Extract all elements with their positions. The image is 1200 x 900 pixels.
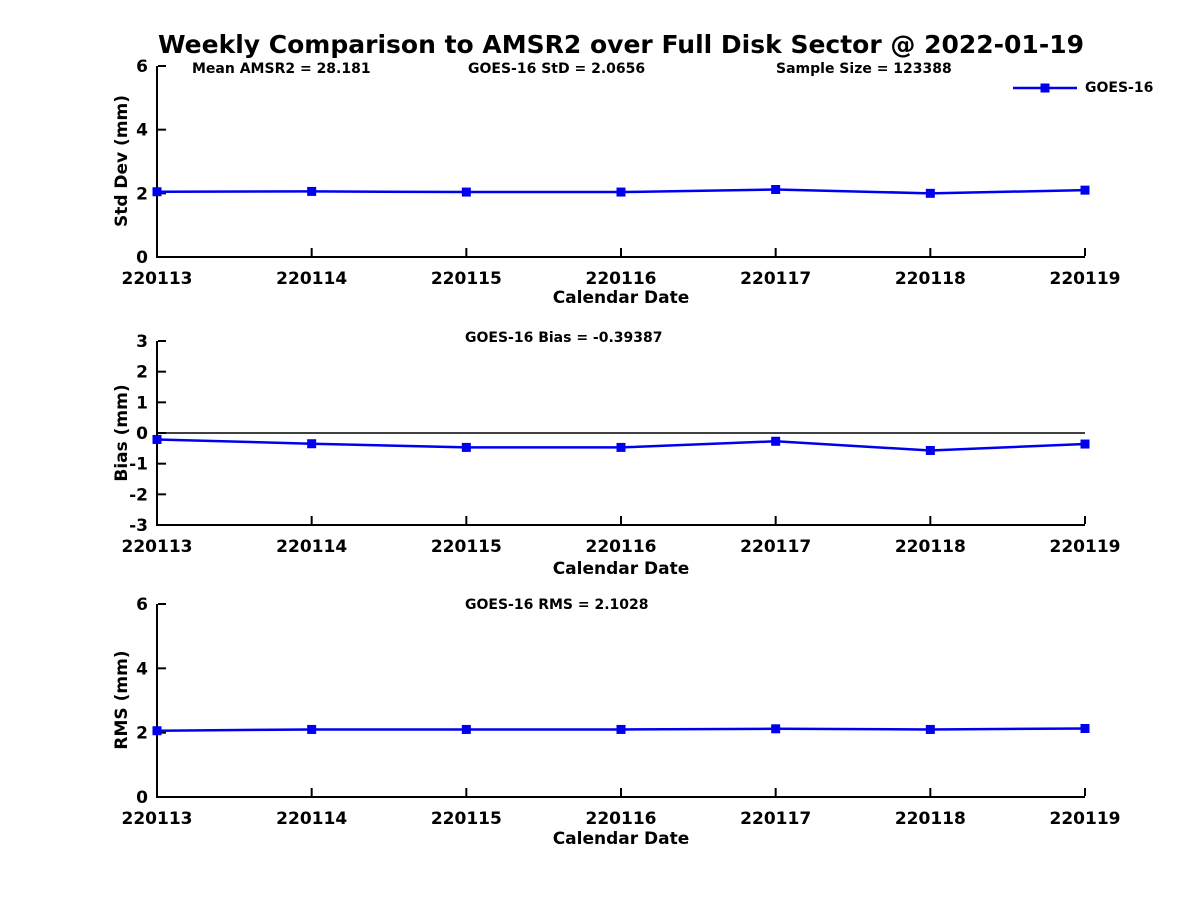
data-marker xyxy=(1080,439,1090,449)
xlabel-calendar-date-1: Calendar Date xyxy=(552,288,690,308)
y-tick-label: 0 xyxy=(136,248,148,268)
x-tick-label: 220118 xyxy=(895,537,966,557)
y-tick-label: 0 xyxy=(136,788,148,808)
data-marker xyxy=(152,726,162,736)
data-marker xyxy=(925,445,935,455)
y-tick-label: 0 xyxy=(136,424,148,444)
y-tick-label: -1 xyxy=(129,455,148,475)
subplot-2: -3 -2 -1 0 1 2 3 220113 220114 220115 220116 220117… xyxy=(122,332,1121,557)
legend-line-sample-icon xyxy=(1013,83,1077,93)
x-tick-label: 220119 xyxy=(1050,809,1121,829)
y-tick-label: 2 xyxy=(136,363,148,383)
x-tick-label: 220116 xyxy=(586,809,657,829)
y-tick-label: 1 xyxy=(136,393,148,413)
x-tick-label: 220118 xyxy=(895,809,966,829)
data-marker xyxy=(461,724,471,734)
data-marker xyxy=(461,442,471,452)
data-marker xyxy=(616,187,626,197)
figure-title: Weekly Comparison to AMSR2 over Full Dis… xyxy=(157,30,1084,59)
y-tick-label: 4 xyxy=(136,659,148,679)
x-tick-label: 220115 xyxy=(431,269,502,289)
x-tick-label: 220113 xyxy=(122,269,193,289)
x-tick-label: 220114 xyxy=(276,809,347,829)
xlabel-calendar-date-2: Calendar Date xyxy=(552,559,690,579)
data-marker xyxy=(307,439,317,449)
stat-goes16-std: GOES-16 StD = 2.0656 xyxy=(468,61,646,77)
y-tick-label: 3 xyxy=(136,332,148,352)
x-tick-label: 220113 xyxy=(122,809,193,829)
data-marker xyxy=(461,187,471,197)
y-tick-label: 6 xyxy=(136,57,148,77)
legend-label: GOES-16 xyxy=(1085,80,1154,96)
x-tick-label: 220117 xyxy=(740,537,811,557)
data-marker xyxy=(307,186,317,196)
data-marker xyxy=(616,442,626,452)
data-marker xyxy=(771,724,781,734)
legend: GOES-16 xyxy=(1013,79,1153,97)
x-tick-label: 220114 xyxy=(276,269,347,289)
data-marker xyxy=(771,436,781,446)
x-tick-label: 220113 xyxy=(122,537,193,557)
x-tick-label: 220117 xyxy=(740,809,811,829)
x-tick-label: 220116 xyxy=(586,537,657,557)
data-marker xyxy=(925,188,935,198)
x-tick-label: 220115 xyxy=(431,537,502,557)
data-marker xyxy=(152,187,162,197)
data-marker xyxy=(771,185,781,195)
xlabel-calendar-date-3: Calendar Date xyxy=(552,829,690,849)
data-marker xyxy=(152,434,162,444)
x-tick-label: 220118 xyxy=(895,269,966,289)
x-tick-label: 220115 xyxy=(431,809,502,829)
y-tick-label: 6 xyxy=(136,595,148,615)
x-tick-label: 220117 xyxy=(740,269,811,289)
stat-sample-size: Sample Size = 123388 xyxy=(776,61,952,77)
y-tick-label: -2 xyxy=(129,485,148,505)
y-tick-label: 2 xyxy=(136,724,148,744)
data-marker xyxy=(616,724,626,734)
x-tick-label: 220119 xyxy=(1050,537,1121,557)
subplot-3: 0 2 4 6 220113 220114 220115 220116 220117 220118… xyxy=(122,595,1121,829)
x-tick-label: 220114 xyxy=(276,537,347,557)
y-tick-label: 4 xyxy=(136,121,148,141)
subplot-1: 0 2 4 6 220113 220114 220115 220116 220117 220118… xyxy=(122,57,1121,289)
data-marker xyxy=(307,724,317,734)
y-tick-label: 2 xyxy=(136,184,148,204)
stat-mean-amsr2: Mean AMSR2 = 28.181 xyxy=(192,61,371,77)
data-marker xyxy=(925,724,935,734)
stat-goes16-rms: GOES-16 RMS = 2.1028 xyxy=(465,597,649,613)
data-marker xyxy=(1080,185,1090,195)
x-tick-label: 220119 xyxy=(1050,269,1121,289)
data-marker xyxy=(1080,723,1090,733)
stat-goes16-bias: GOES-16 Bias = -0.39387 xyxy=(465,330,663,346)
x-tick-label: 220116 xyxy=(586,269,657,289)
y-tick-label: -3 xyxy=(129,516,148,536)
